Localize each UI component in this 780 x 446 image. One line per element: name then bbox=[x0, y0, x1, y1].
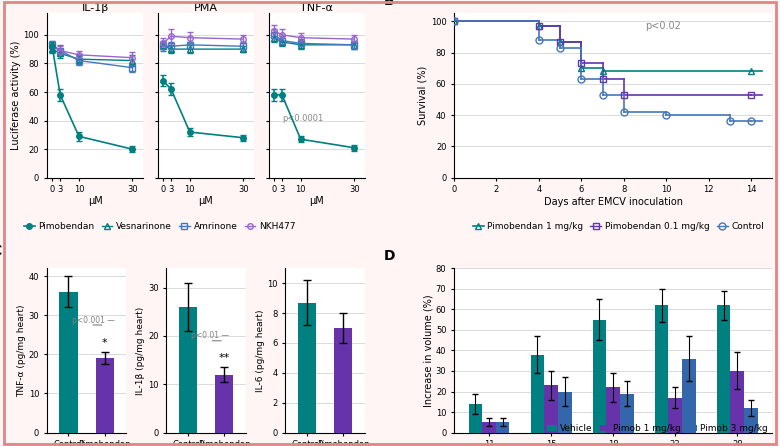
Y-axis label: IL-1β (pg/mg heart): IL-1β (pg/mg heart) bbox=[136, 306, 145, 395]
Bar bbox=[668, 398, 682, 433]
X-axis label: μM: μM bbox=[310, 196, 324, 206]
Bar bbox=[730, 371, 744, 433]
Text: **: ** bbox=[218, 353, 229, 363]
Bar bbox=[620, 393, 633, 433]
Bar bbox=[593, 320, 606, 433]
Bar bbox=[558, 392, 572, 433]
Bar bbox=[654, 305, 668, 433]
Legend: Pimobendan, Vesnarinone, Amrinone, NKH477: Pimobendan, Vesnarinone, Amrinone, NKH47… bbox=[20, 219, 300, 235]
Text: p<0.02: p<0.02 bbox=[645, 21, 681, 31]
Text: C: C bbox=[0, 244, 2, 258]
X-axis label: Days after EMCV inoculation: Days after EMCV inoculation bbox=[544, 197, 682, 207]
Text: p<0.001 —: p<0.001 — bbox=[72, 316, 115, 325]
Title: IL-1β: IL-1β bbox=[81, 3, 108, 12]
Bar bbox=[544, 385, 558, 433]
Bar bbox=[744, 408, 757, 433]
Bar bbox=[496, 422, 509, 433]
Bar bbox=[96, 358, 114, 433]
X-axis label: μM: μM bbox=[198, 196, 213, 206]
Text: p<0.01 —: p<0.01 — bbox=[191, 331, 229, 340]
Bar bbox=[682, 359, 696, 433]
Bar bbox=[482, 422, 496, 433]
Legend: Pimobendan 1 mg/kg, Pimobendan 0.1 mg/kg, Control: Pimobendan 1 mg/kg, Pimobendan 0.1 mg/kg… bbox=[469, 219, 768, 235]
Bar bbox=[606, 388, 620, 433]
Bar bbox=[179, 307, 197, 433]
Y-axis label: Survival (%): Survival (%) bbox=[418, 66, 428, 125]
Title: TNF-α: TNF-α bbox=[300, 3, 333, 12]
Y-axis label: IL-6 (pg/mg heart): IL-6 (pg/mg heart) bbox=[256, 309, 264, 392]
Legend: Vehicle, Pimob 1 mg/kg, Pimob 3 mg/kg: Vehicle, Pimob 1 mg/kg, Pimob 3 mg/kg bbox=[544, 421, 771, 437]
X-axis label: μM: μM bbox=[87, 196, 102, 206]
Text: *: * bbox=[102, 338, 108, 348]
Text: p<0.0001: p<0.0001 bbox=[282, 114, 323, 123]
Bar bbox=[334, 328, 353, 433]
Bar bbox=[717, 305, 730, 433]
Title: PMA: PMA bbox=[194, 3, 218, 12]
Y-axis label: Luciferase activity (%): Luciferase activity (%) bbox=[11, 41, 20, 150]
Y-axis label: Increase in volume (%): Increase in volume (%) bbox=[423, 294, 433, 407]
Bar bbox=[530, 355, 544, 433]
Y-axis label: TNF-α (pg/mg heart): TNF-α (pg/mg heart) bbox=[16, 304, 26, 396]
Text: B: B bbox=[384, 0, 395, 8]
Bar bbox=[469, 404, 482, 433]
Bar bbox=[298, 302, 316, 433]
Text: D: D bbox=[384, 249, 395, 263]
Bar bbox=[215, 375, 233, 433]
Bar bbox=[59, 292, 77, 433]
